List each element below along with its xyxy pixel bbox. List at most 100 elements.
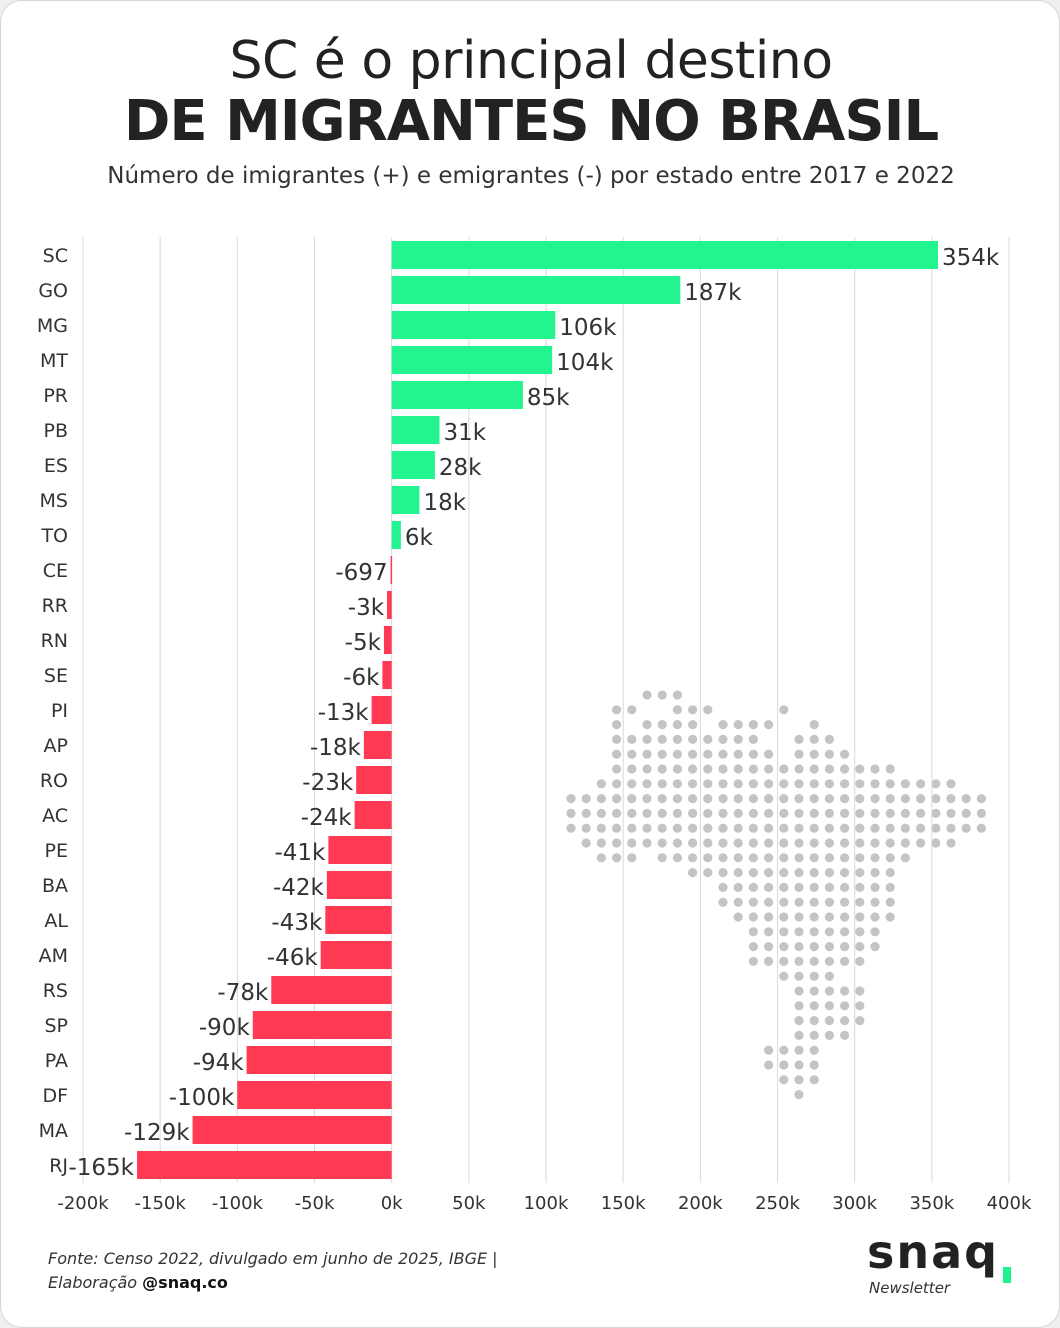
chart-title-line1: SC é o principal destino: [229, 31, 833, 91]
map-dot: [840, 853, 850, 863]
x-tick-label: 200k: [678, 1193, 723, 1214]
map-dot: [688, 720, 698, 730]
map-dot: [809, 912, 819, 922]
source-line1: Fonte: Censo 2022, divulgado em junho de…: [48, 1249, 498, 1268]
data-label: -5k: [345, 630, 382, 656]
map-dot: [870, 838, 880, 848]
map-dot: [870, 779, 880, 789]
data-label: -129k: [124, 1120, 190, 1146]
map-dot: [809, 1045, 819, 1055]
map-dot: [642, 808, 652, 819]
map-dot: [779, 882, 789, 893]
map-dot: [916, 779, 926, 789]
map-dot: [672, 779, 683, 789]
map-dot: [885, 868, 895, 878]
map-dot: [779, 779, 789, 789]
map-dot: [688, 838, 698, 848]
map-dot: [718, 720, 728, 730]
map-dot: [840, 897, 850, 907]
brazil-dot-map-icon: [566, 690, 987, 1100]
data-label: -41k: [274, 840, 326, 866]
map-dot: [809, 734, 819, 745]
map-dot: [764, 912, 774, 922]
bar: [363, 731, 392, 759]
map-dot: [794, 794, 804, 804]
map-dot: [642, 764, 652, 774]
bar: [320, 941, 392, 969]
map-dot: [703, 705, 713, 715]
map-dot: [809, 986, 819, 996]
map-dot: [764, 853, 774, 863]
map-dot: [794, 971, 804, 981]
map-dot: [794, 779, 804, 789]
map-dot: [840, 838, 850, 848]
map-dot: [688, 779, 698, 789]
map-dot: [566, 808, 576, 819]
map-dot: [976, 808, 987, 819]
x-tick-label: -150k: [135, 1193, 187, 1214]
category-label: TO: [40, 525, 68, 547]
map-dot: [794, 1016, 804, 1026]
map-dot: [642, 690, 652, 700]
map-dot: [733, 764, 743, 774]
map-dot: [779, 794, 789, 804]
map-dot: [657, 749, 667, 759]
bar: [252, 1011, 392, 1039]
map-dot: [703, 779, 713, 789]
map-dot: [824, 942, 835, 952]
map-dot: [824, 764, 835, 774]
map-dot: [870, 897, 880, 907]
bar: [391, 521, 401, 549]
map-dot: [809, 764, 819, 774]
data-label: 104k: [556, 350, 614, 376]
map-dot: [657, 823, 667, 833]
map-dot: [794, 986, 804, 996]
map-dot: [809, 720, 819, 730]
map-dot: [627, 808, 637, 819]
map-dot: [688, 868, 698, 878]
map-dot: [885, 794, 895, 804]
map-dot: [672, 764, 683, 774]
map-dot: [809, 927, 819, 937]
map-dot: [764, 720, 774, 730]
map-dot: [794, 1001, 804, 1011]
map-dot: [627, 853, 637, 863]
source-note: Fonte: Censo 2022, divulgado em junho de…: [48, 1247, 498, 1295]
map-dot: [809, 1016, 819, 1026]
map-dot: [794, 956, 804, 967]
map-dot: [961, 808, 971, 819]
data-label: -78k: [217, 980, 269, 1006]
map-dot: [840, 882, 850, 893]
map-dot: [672, 690, 683, 700]
map-dot: [916, 823, 926, 833]
map-dot: [885, 853, 895, 863]
map-dot: [885, 912, 895, 922]
map-dot: [855, 897, 865, 907]
map-dot: [764, 1060, 774, 1070]
map-dot: [566, 823, 576, 833]
map-dot: [642, 823, 652, 833]
map-dot: [748, 720, 759, 730]
map-dot: [809, 794, 819, 804]
map-dot: [824, 794, 835, 804]
map-dot: [855, 927, 865, 937]
map-dot: [794, 912, 804, 922]
bar: [387, 591, 392, 619]
data-label: 85k: [527, 385, 570, 411]
map-dot: [703, 794, 713, 804]
map-dot: [627, 794, 637, 804]
category-label: SE: [44, 665, 68, 687]
map-dot: [855, 868, 865, 878]
map-dot: [855, 779, 865, 789]
map-dot: [612, 823, 622, 833]
map-dot: [748, 734, 759, 745]
map-dot: [581, 838, 591, 848]
bar: [246, 1046, 392, 1074]
map-dot: [885, 838, 895, 848]
map-dot: [824, 808, 835, 819]
map-dot: [840, 823, 850, 833]
map-dot: [809, 838, 819, 848]
map-dot: [794, 1030, 804, 1040]
map-dot: [672, 705, 683, 715]
